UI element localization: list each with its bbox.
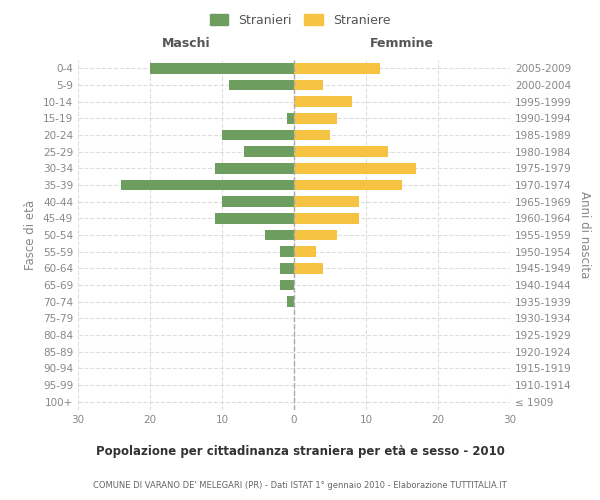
Bar — [294, 230, 337, 240]
Bar — [294, 263, 323, 274]
Bar — [215, 213, 294, 224]
Bar — [294, 246, 316, 257]
Bar — [280, 280, 294, 290]
Bar — [280, 263, 294, 274]
Bar — [294, 113, 337, 124]
Bar — [222, 196, 294, 207]
Y-axis label: Anni di nascita: Anni di nascita — [578, 192, 591, 278]
Bar — [294, 96, 352, 107]
Y-axis label: Fasce di età: Fasce di età — [25, 200, 37, 270]
Bar — [215, 163, 294, 174]
Legend: Stranieri, Straniere: Stranieri, Straniere — [205, 8, 395, 32]
Text: Femmine: Femmine — [370, 37, 434, 50]
Bar — [287, 113, 294, 124]
Bar — [280, 246, 294, 257]
Bar — [244, 146, 294, 157]
Bar — [294, 146, 388, 157]
Bar — [294, 130, 330, 140]
Bar — [294, 213, 359, 224]
Bar — [294, 80, 323, 90]
Text: COMUNE DI VARANO DE' MELEGARI (PR) - Dati ISTAT 1° gennaio 2010 - Elaborazione T: COMUNE DI VARANO DE' MELEGARI (PR) - Dat… — [93, 481, 507, 490]
Bar — [265, 230, 294, 240]
Bar — [294, 63, 380, 74]
Bar — [121, 180, 294, 190]
Bar — [294, 163, 416, 174]
Bar — [229, 80, 294, 90]
Bar — [150, 63, 294, 74]
Text: Popolazione per cittadinanza straniera per età e sesso - 2010: Popolazione per cittadinanza straniera p… — [95, 444, 505, 458]
Bar — [294, 180, 402, 190]
Bar — [287, 296, 294, 307]
Text: Maschi: Maschi — [161, 37, 211, 50]
Bar — [222, 130, 294, 140]
Bar — [294, 196, 359, 207]
